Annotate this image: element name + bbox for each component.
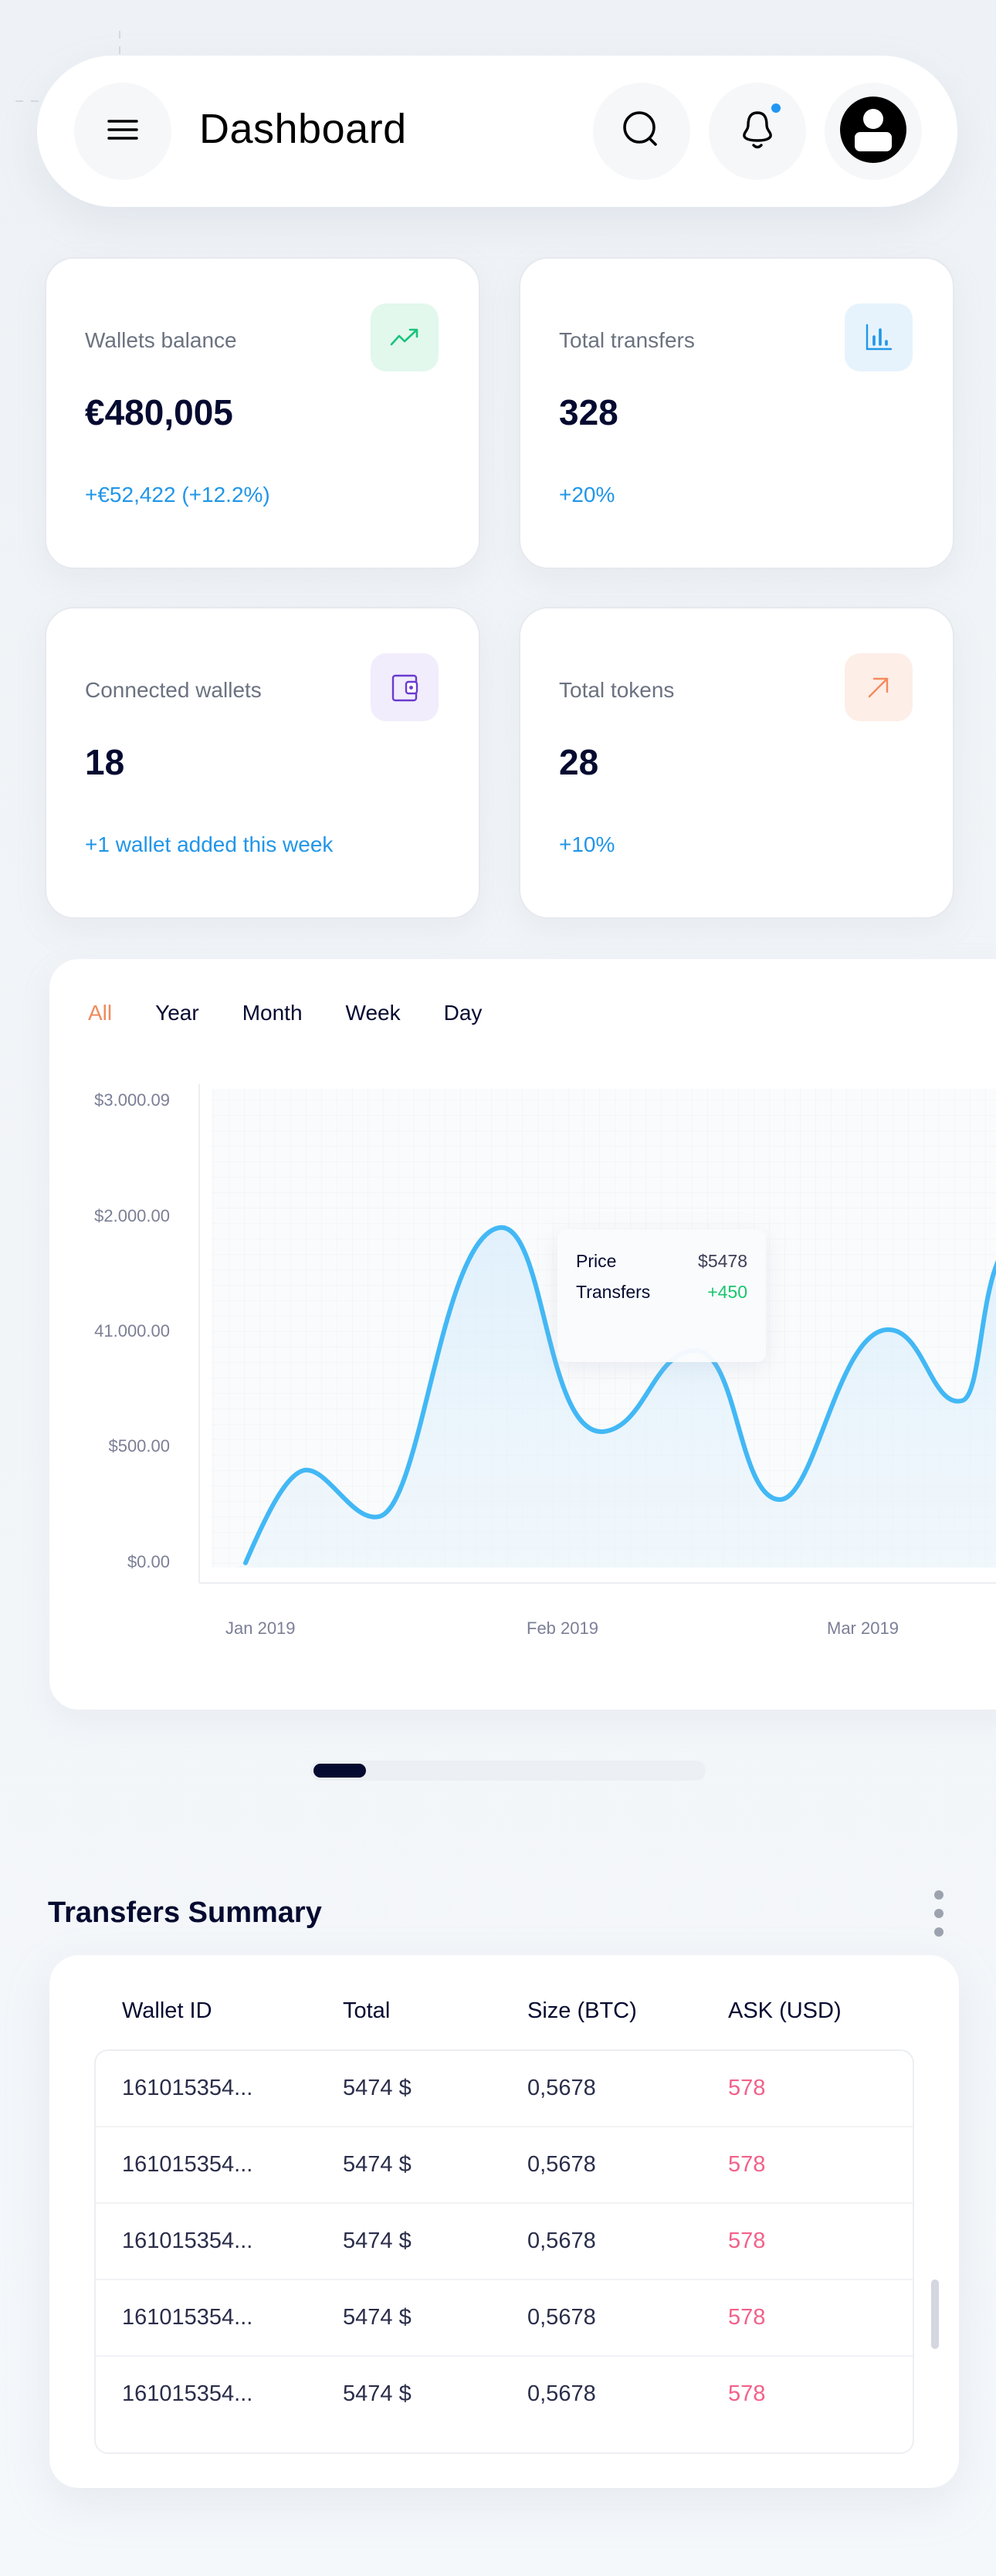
stat-card-connected-wallets[interactable]: Connected wallets 18 +1 wallet added thi… — [45, 607, 480, 919]
stat-value: 328 — [559, 392, 618, 432]
cell-total: 5474 $ — [343, 2076, 412, 2100]
transfers-table-card: Wallet ID Total Size (BTC) ASK (USD) 161… — [49, 1955, 959, 2488]
stat-delta: +€52,422 (+12.2%) — [85, 483, 270, 507]
stat-value: €480,005 — [85, 392, 233, 432]
cell-wallet-id: 161015354... — [122, 2381, 253, 2406]
price-line-chart[interactable] — [198, 1084, 996, 1595]
cell-ask: 578 — [728, 2305, 766, 2330]
stat-value: 28 — [559, 742, 599, 782]
stat-delta: +1 wallet added this week — [85, 832, 334, 856]
cell-wallet-id: 161015354... — [122, 2152, 253, 2177]
cell-wallet-id: 161015354... — [122, 2305, 253, 2330]
more-vertical-icon[interactable] — [930, 1890, 948, 1937]
cell-wallet-id: 161015354... — [122, 2229, 253, 2253]
stat-label: Wallets balance — [85, 328, 237, 352]
cell-size: 0,5678 — [527, 2152, 596, 2177]
stat-value: 18 — [85, 742, 125, 782]
cell-size: 0,5678 — [527, 2076, 596, 2100]
table-row[interactable]: 161015354... 5474 $ 0,5678 578 — [96, 2051, 913, 2127]
cell-size: 0,5678 — [527, 2381, 596, 2406]
notifications-button[interactable] — [709, 83, 806, 180]
hamburger-icon — [107, 118, 138, 145]
cell-ask: 578 — [728, 2229, 766, 2253]
cell-total: 5474 $ — [343, 2152, 412, 2177]
stat-card-total-tokens[interactable]: Total tokens 28 +10% — [519, 607, 954, 919]
bell-icon — [734, 105, 781, 158]
scrollbar-thumb[interactable] — [313, 1764, 366, 1778]
y-tick-label: $2.000.00 — [94, 1206, 170, 1225]
top-app-bar: Dashboard — [37, 56, 957, 207]
tab-month[interactable]: Month — [242, 1001, 303, 1025]
column-header-wallet-id[interactable]: Wallet ID — [122, 1998, 212, 2023]
transfers-table-body: 161015354... 5474 $ 0,5678 578 161015354… — [94, 2049, 914, 2454]
cell-ask: 578 — [728, 2076, 766, 2100]
trending-up-icon — [371, 303, 439, 371]
arrow-up-right-icon — [845, 653, 913, 721]
table-row[interactable]: 161015354... 5474 $ 0,5678 578 — [96, 2280, 913, 2357]
cell-ask: 578 — [728, 2381, 766, 2406]
search-button[interactable] — [593, 83, 690, 180]
cell-ask: 578 — [728, 2152, 766, 2177]
stat-label: Connected wallets — [85, 678, 262, 702]
wallet-icon — [371, 653, 439, 721]
tab-week[interactable]: Week — [345, 1001, 401, 1025]
profile-button[interactable] — [825, 83, 922, 180]
transfers-summary-title: Transfers Summary — [48, 1896, 322, 1929]
x-tick-label: Mar 2019 — [827, 1618, 899, 1638]
table-row[interactable]: 161015354... 5474 $ 0,5678 578 — [96, 2204, 913, 2280]
decorative-guide-horizontal — [15, 100, 46, 102]
notification-badge-dot — [771, 103, 781, 113]
x-tick-label: Jan 2019 — [225, 1618, 296, 1638]
stat-card-total-transfers[interactable]: Total transfers 328 +20% — [519, 257, 954, 569]
tooltip-transfers-value: +450 — [707, 1282, 747, 1302]
page-title: Dashboard — [199, 106, 407, 152]
y-tick-label: $0.00 — [127, 1552, 170, 1571]
bar-chart-icon — [845, 303, 913, 371]
table-row[interactable]: 161015354... 5474 $ 0,5678 578 — [96, 2357, 913, 2433]
tooltip-price-value: $5478 — [698, 1251, 747, 1271]
table-vertical-scrollbar[interactable] — [931, 2279, 939, 2349]
column-header-total[interactable]: Total — [343, 1998, 391, 2023]
stat-label: Total transfers — [559, 328, 695, 352]
stat-delta: +20% — [559, 483, 615, 507]
x-tick-label: Feb 2019 — [527, 1618, 598, 1638]
y-tick-label: $3.000.09 — [94, 1090, 170, 1110]
tab-all[interactable]: All — [88, 1001, 113, 1025]
stat-card-wallets-balance[interactable]: Wallets balance €480,005 +€52,422 (+12.2… — [45, 257, 480, 569]
search-icon — [618, 107, 665, 157]
y-tick-label: 41.000.00 — [94, 1321, 170, 1341]
cell-wallet-id: 161015354... — [122, 2076, 253, 2100]
chart-tooltip: Price $5478 Transfers +450 — [557, 1229, 766, 1362]
cell-total: 5474 $ — [343, 2305, 412, 2330]
price-chart-card: All Year Month Week Day $3.000.09 $2.000… — [49, 959, 996, 1710]
table-row[interactable]: 161015354... 5474 $ 0,5678 578 — [96, 2127, 913, 2204]
cell-total: 5474 $ — [343, 2381, 412, 2406]
tooltip-price-label: Price — [576, 1251, 617, 1271]
tab-day[interactable]: Day — [443, 1001, 483, 1025]
cell-size: 0,5678 — [527, 2229, 596, 2253]
decorative-guide-vertical — [119, 31, 120, 68]
menu-button[interactable] — [74, 83, 171, 180]
y-tick-label: $500.00 — [108, 1436, 170, 1456]
tab-year[interactable]: Year — [155, 1001, 199, 1025]
cell-size: 0,5678 — [527, 2305, 596, 2330]
user-avatar-icon — [840, 96, 906, 167]
tooltip-transfers-label: Transfers — [576, 1282, 651, 1302]
column-header-size[interactable]: Size (BTC) — [527, 1998, 637, 2023]
period-tabs: All Year Month Week Day — [88, 1001, 525, 1025]
column-header-ask[interactable]: ASK (USD) — [728, 1998, 842, 2023]
cell-total: 5474 $ — [343, 2229, 412, 2253]
chart-carousel-scrollbar[interactable] — [310, 1761, 706, 1781]
stat-label: Total tokens — [559, 678, 675, 702]
stat-delta: +10% — [559, 832, 615, 856]
